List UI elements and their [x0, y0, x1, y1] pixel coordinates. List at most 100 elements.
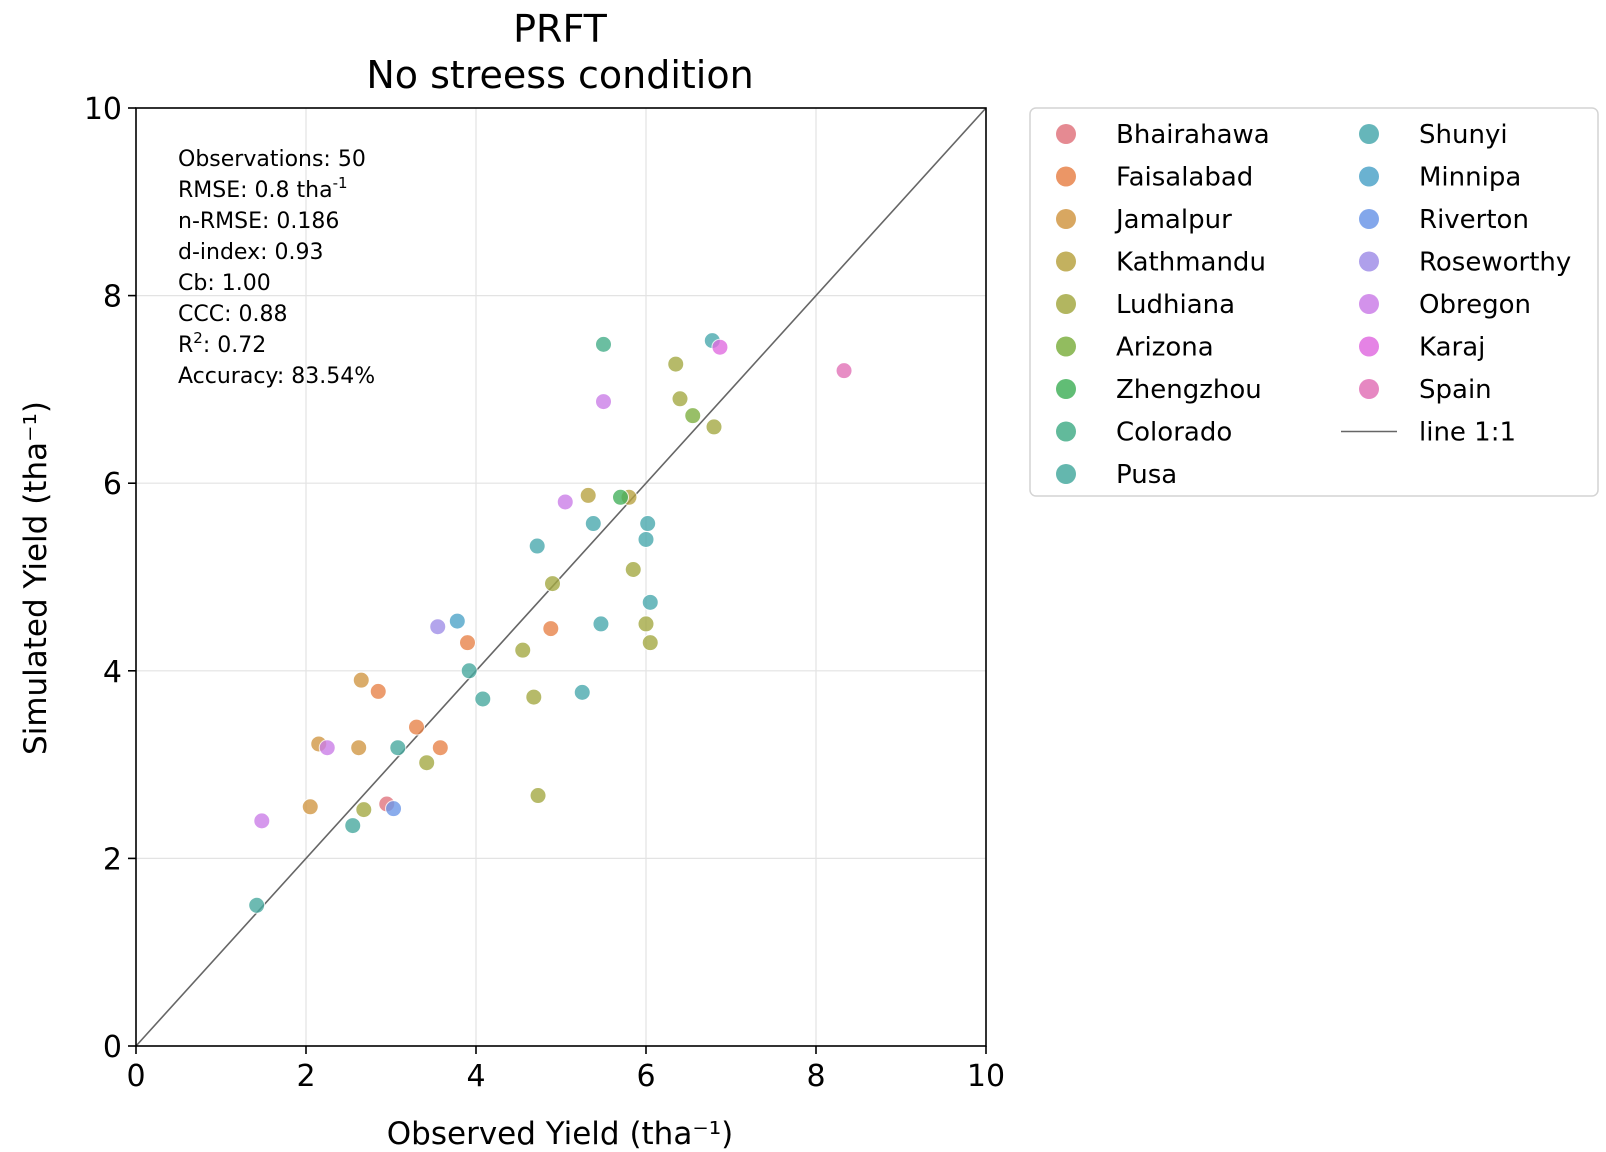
point-ludhiana [641, 634, 659, 652]
point-ludhiana [667, 355, 685, 373]
legend-label-karaj: Karaj [1419, 333, 1485, 363]
plot-area-frame [135, 107, 987, 1047]
point-ludhiana [671, 390, 689, 408]
legend-entries: Bhairahawa Faisalabad Jamalpur Kathmandu Lud… [1056, 120, 1571, 490]
point-spain [835, 362, 853, 380]
point-shunyi [528, 537, 546, 555]
point-roseworthy [429, 618, 447, 636]
legend-marker-kathmandu [1056, 251, 1076, 272]
legend-label-spain: Spain [1419, 375, 1492, 405]
y-tick-label: 10 [84, 92, 122, 127]
stat-line: R2: 0.72 [178, 329, 266, 358]
chart-title: PRFT [513, 7, 608, 51]
point-ludhiana [544, 575, 561, 593]
legend-marker-pusa [1056, 464, 1076, 484]
point-jamalpur [350, 739, 368, 757]
legend-marker-roseworthy [1359, 251, 1379, 272]
legend-marker-ludhiana [1056, 294, 1076, 314]
y-tick-label: 8 [103, 280, 122, 315]
legend-label-shunyi: Shunyi [1419, 120, 1508, 150]
legend-marker-zhengzhou [1056, 379, 1076, 399]
point-shunyi [641, 593, 659, 611]
legend-marker-shunyi [1359, 124, 1379, 144]
legend-marker-arizona [1056, 336, 1076, 357]
y-axis-label: Simulated Yield (tha⁻¹) [18, 401, 54, 755]
y-tick-label: 4 [103, 655, 122, 690]
point-pusa [344, 817, 362, 835]
one-to-one-line [135, 107, 987, 1047]
legend-label-bhairahawa: Bhairahawa [1116, 120, 1270, 150]
legend-label-faisalabad: Faisalabad [1116, 163, 1253, 193]
point-ludhiana [525, 688, 543, 706]
point-faisalabad [431, 739, 449, 757]
point-pusa [460, 662, 478, 680]
x-tick-label: 2 [296, 1059, 315, 1094]
point-ludhiana [418, 754, 436, 772]
point-jamalpur [301, 798, 319, 816]
point-shunyi [639, 515, 657, 533]
point-faisalabad [542, 620, 560, 638]
legend-label-colorado: Colorado [1116, 418, 1232, 448]
point-shunyi [592, 615, 610, 633]
y-tick-label: 6 [103, 467, 122, 502]
x-tick-label: 0 [126, 1059, 145, 1094]
legend-label-kathmandu: Kathmandu [1116, 248, 1266, 278]
legend-marker-riverton [1359, 209, 1379, 229]
point-faisalabad [459, 634, 476, 652]
point-obregon [595, 393, 612, 411]
stat-line: CCC: 0.88 [178, 302, 287, 327]
point-ludhiana [637, 615, 655, 633]
stat-line: Observations: 50 [178, 147, 366, 172]
point-karaj [711, 338, 729, 356]
stat-line: Cb: 1.00 [178, 271, 271, 296]
stat-line: Accuracy: 83.54% [178, 364, 375, 389]
point-kathmandu [579, 486, 597, 504]
point-pusa [474, 690, 492, 708]
point-jamalpur [352, 671, 370, 689]
data-points [248, 332, 853, 914]
point-ludhiana [355, 801, 373, 819]
legend-label-zhengzhou: Zhengzhou [1116, 375, 1262, 405]
point-ludhiana [529, 787, 547, 805]
point-arizona [684, 407, 702, 425]
x-tick-label: 8 [806, 1059, 825, 1094]
legend-label-minnipa: Minnipa [1419, 163, 1521, 193]
legend-marker-karaj [1359, 336, 1379, 357]
legend-label-jamalpur: Jamalpur [1114, 205, 1232, 235]
y-tick-label: 2 [103, 842, 122, 877]
legend-label-pusa: Pusa [1116, 460, 1177, 490]
stat-line: n-RMSE: 0.186 [178, 209, 339, 234]
legend-label-roseworthy: Roseworthy [1419, 248, 1571, 278]
legend-marker-obregon [1359, 294, 1379, 314]
stat-line: d-index: 0.93 [178, 240, 323, 265]
axis-ticks: 0 2 4 6 8 10 0 2 4 6 8 10 [84, 92, 1005, 1094]
chart-subtitle: No streess condition [366, 53, 753, 97]
legend-marker-minnipa [1359, 166, 1379, 187]
point-faisalabad [408, 718, 425, 736]
legend-label-line-1-1: line 1:1 [1419, 418, 1516, 448]
point-obregon [318, 739, 336, 757]
point-obregon [253, 812, 271, 830]
legend-label-riverton: Riverton [1419, 205, 1529, 235]
legend-marker-jamalpur [1056, 209, 1076, 229]
x-axis-label: Observed Yield (tha⁻¹) [387, 1116, 733, 1152]
legend-marker-faisalabad [1056, 166, 1076, 187]
point-faisalabad [369, 682, 387, 700]
legend-marker-spain [1359, 379, 1379, 399]
legend: Bhairahawa Faisalabad Jamalpur Kathmandu Lud… [1029, 107, 1599, 497]
point-ludhiana [514, 641, 532, 659]
legend-label-obregon: Obregon [1419, 290, 1531, 320]
point-shunyi [573, 683, 591, 701]
y-tick-label: 0 [103, 1030, 122, 1065]
point-shunyi [584, 515, 602, 533]
point-pusa [389, 739, 407, 757]
point-ludhiana [624, 560, 642, 578]
stat-line: RMSE: 0.8 tha-1 [178, 174, 348, 203]
point-pusa [248, 896, 266, 914]
x-tick-label: 4 [466, 1059, 485, 1094]
legend-marker-bhairahawa [1056, 124, 1076, 144]
point-ludhiana [705, 418, 723, 436]
point-zhengzhou [612, 488, 629, 506]
